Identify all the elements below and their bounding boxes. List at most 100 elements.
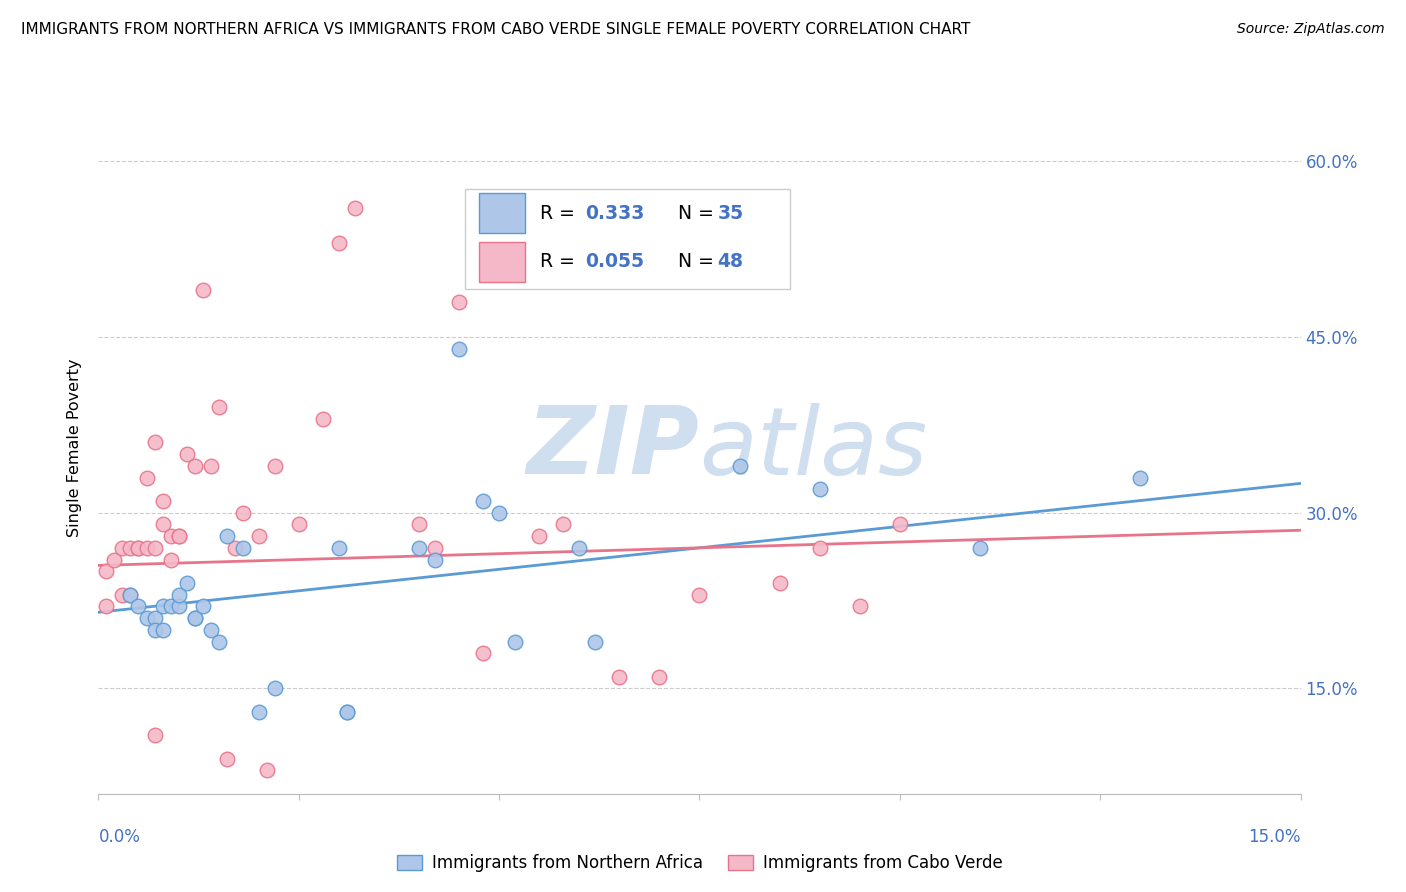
Point <box>135 541 157 555</box>
Point <box>167 599 190 614</box>
Legend: Immigrants from Northern Africa, Immigrants from Cabo Verde: Immigrants from Northern Africa, Immigra… <box>389 847 1010 879</box>
Point <box>143 728 166 742</box>
Point <box>488 506 510 520</box>
Point <box>328 541 350 555</box>
Point <box>103 552 125 566</box>
Point <box>247 529 270 543</box>
Text: 35: 35 <box>717 203 744 223</box>
Point <box>969 541 991 555</box>
Point <box>583 634 606 648</box>
Point <box>423 541 446 555</box>
Point <box>183 611 205 625</box>
Point <box>447 294 470 309</box>
Point <box>609 670 631 684</box>
Point <box>159 599 181 614</box>
Point <box>183 458 205 473</box>
Text: N =: N = <box>678 203 720 223</box>
Text: N =: N = <box>678 252 720 271</box>
Point <box>472 494 495 508</box>
Point <box>135 611 157 625</box>
Point <box>135 470 157 484</box>
Point <box>288 517 311 532</box>
Point <box>728 458 751 473</box>
Point <box>152 599 174 614</box>
Point <box>120 588 142 602</box>
Point <box>143 541 166 555</box>
Point <box>1129 470 1152 484</box>
Point <box>849 599 872 614</box>
Point <box>808 541 831 555</box>
Point <box>152 494 174 508</box>
Point <box>769 576 792 591</box>
FancyBboxPatch shape <box>479 194 526 233</box>
Point <box>247 705 270 719</box>
Point <box>263 458 285 473</box>
Point <box>152 623 174 637</box>
Point <box>183 611 205 625</box>
FancyBboxPatch shape <box>465 189 790 289</box>
Point <box>176 447 198 461</box>
FancyBboxPatch shape <box>479 242 526 282</box>
Point <box>200 623 222 637</box>
Point <box>167 588 190 602</box>
Point <box>648 670 671 684</box>
Point <box>408 517 430 532</box>
Point <box>111 588 134 602</box>
Point <box>208 634 231 648</box>
Point <box>529 529 551 543</box>
Point <box>224 541 246 555</box>
Point <box>503 634 526 648</box>
Point <box>336 705 359 719</box>
Point <box>553 517 575 532</box>
Point <box>159 529 181 543</box>
Text: R =: R = <box>540 203 581 223</box>
Text: 0.0%: 0.0% <box>98 828 141 846</box>
Text: 0.333: 0.333 <box>585 203 645 223</box>
Point <box>256 764 278 778</box>
Text: ZIP: ZIP <box>527 402 700 494</box>
Text: Source: ZipAtlas.com: Source: ZipAtlas.com <box>1237 22 1385 37</box>
Point <box>120 541 142 555</box>
Point <box>808 482 831 496</box>
Point <box>312 412 335 426</box>
Point <box>232 506 254 520</box>
Point <box>263 681 285 696</box>
Point <box>889 517 911 532</box>
Point <box>191 283 214 297</box>
Point <box>143 623 166 637</box>
Point <box>689 588 711 602</box>
Point <box>176 576 198 591</box>
Point <box>128 599 150 614</box>
Text: 15.0%: 15.0% <box>1249 828 1301 846</box>
Text: R =: R = <box>540 252 581 271</box>
Point <box>167 529 190 543</box>
Text: atlas: atlas <box>700 402 928 494</box>
Point <box>143 435 166 450</box>
Point <box>191 599 214 614</box>
Point <box>328 236 350 251</box>
Point <box>343 201 366 215</box>
Point <box>152 517 174 532</box>
Point <box>472 646 495 660</box>
Point <box>215 529 238 543</box>
Point <box>447 342 470 356</box>
Point <box>568 541 591 555</box>
Point <box>96 599 118 614</box>
Text: 0.055: 0.055 <box>585 252 644 271</box>
Point <box>423 552 446 566</box>
Point <box>208 401 231 415</box>
Point <box>111 541 134 555</box>
Y-axis label: Single Female Poverty: Single Female Poverty <box>67 359 83 538</box>
Text: IMMIGRANTS FROM NORTHERN AFRICA VS IMMIGRANTS FROM CABO VERDE SINGLE FEMALE POVE: IMMIGRANTS FROM NORTHERN AFRICA VS IMMIG… <box>21 22 970 37</box>
Point <box>120 588 142 602</box>
Point <box>167 529 190 543</box>
Point <box>215 752 238 766</box>
Point <box>159 552 181 566</box>
Point <box>200 458 222 473</box>
Point <box>232 541 254 555</box>
Point <box>128 541 150 555</box>
Point <box>128 541 150 555</box>
Point <box>408 541 430 555</box>
Point <box>336 705 359 719</box>
Point <box>143 611 166 625</box>
